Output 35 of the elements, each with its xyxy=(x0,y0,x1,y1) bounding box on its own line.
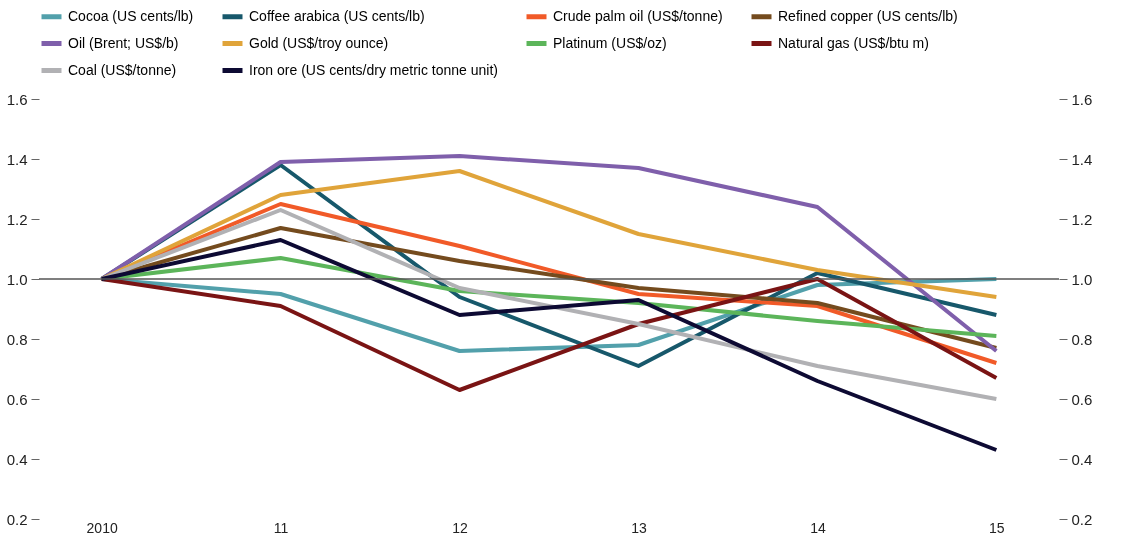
x-tick-label: 15 xyxy=(989,519,1005,536)
y-tick-label: 0.6 xyxy=(6,390,28,408)
legend-label: Platinum (US$/oz) xyxy=(553,34,667,51)
x-tick-label: 11 xyxy=(273,519,289,536)
line-series xyxy=(99,238,999,452)
y2-tick-label: 0.8 xyxy=(1071,330,1093,348)
y2-tick-label: 0.2 xyxy=(1071,510,1093,528)
legend-label: Natural gas (US$/btu m) xyxy=(778,34,929,51)
y-tick-label: 0.8 xyxy=(6,330,28,348)
y-tick-label: 0.2 xyxy=(6,510,28,528)
legend-label: Gold (US$/troy ounce) xyxy=(249,34,389,51)
legend-label: Iron ore (US cents/dry metric tonne unit) xyxy=(249,61,498,78)
legend-label: Oil (Brent; US$/b) xyxy=(68,34,179,51)
y2-tick-label: 1.6 xyxy=(1071,90,1093,108)
x-tick-label: 12 xyxy=(452,519,469,536)
legend-label: Coal (US$/tonne) xyxy=(68,61,177,78)
line-series xyxy=(99,169,999,299)
y-tick-label: 1.4 xyxy=(6,150,28,168)
legend-label: Cocoa (US cents/lb) xyxy=(68,7,194,24)
x-tick-label: 2010 xyxy=(86,519,118,536)
y-tick-label: 1.2 xyxy=(6,210,28,228)
y2-tick-label: 1.4 xyxy=(1071,150,1093,168)
y-tick-label: 1.6 xyxy=(6,90,28,108)
legend-label: Crude palm oil (US$/tonne) xyxy=(553,7,723,24)
y-tick-label: 1.0 xyxy=(6,270,28,288)
y2-tick-label: 0.6 xyxy=(1071,390,1093,408)
y2-tick-label: 1.2 xyxy=(1071,210,1093,228)
legend-label: Coffee arabica (US cents/lb) xyxy=(249,7,425,24)
line-series xyxy=(99,277,999,392)
y-tick-label: 0.4 xyxy=(6,450,28,468)
legend-label: Refined copper (US cents/lb) xyxy=(778,7,958,24)
y2-tick-label: 0.4 xyxy=(1071,450,1093,468)
x-tick-label: 14 xyxy=(810,519,826,536)
x-tick-label: 13 xyxy=(631,519,647,536)
y2-tick-label: 1.0 xyxy=(1071,270,1093,288)
